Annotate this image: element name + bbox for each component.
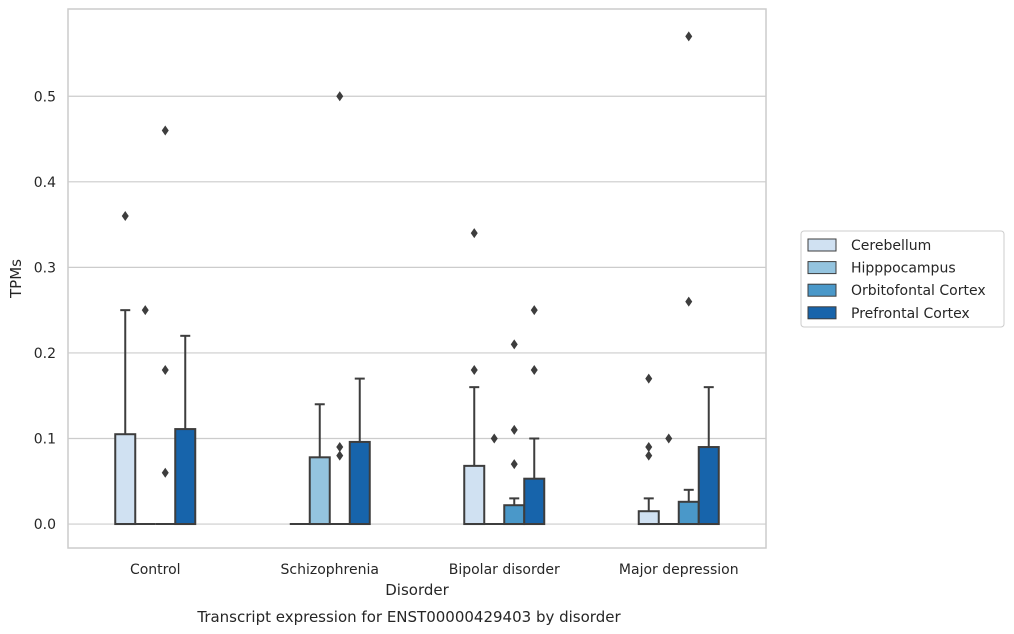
box-group xyxy=(677,31,700,526)
box-group xyxy=(503,339,526,526)
box xyxy=(503,504,526,526)
box-group xyxy=(329,91,350,526)
outlier-point xyxy=(336,450,344,461)
box-group xyxy=(174,334,197,526)
x-tick-label: Bipolar disorder xyxy=(449,562,560,578)
box xyxy=(637,510,660,526)
y-tick-label: 0.2 xyxy=(34,346,56,362)
outlier-point xyxy=(645,373,653,384)
y-tick-labels: 0.0 0.1 0.2 0.3 0.4 0.5 xyxy=(34,89,56,533)
outlier-point xyxy=(530,305,538,316)
box xyxy=(677,500,700,526)
outlier-point xyxy=(470,365,478,376)
box xyxy=(174,428,197,526)
x-tick-label: Major depression xyxy=(619,562,739,578)
box-group xyxy=(114,211,137,526)
legend-swatch xyxy=(807,283,837,297)
outlier-point xyxy=(510,459,518,470)
y-tick-label: 0.4 xyxy=(34,175,56,191)
box xyxy=(463,464,486,526)
box xyxy=(348,440,371,526)
box-group xyxy=(135,305,156,526)
chart-title: Transcript expression for ENST0000042940… xyxy=(196,608,621,626)
box-group xyxy=(308,403,331,526)
plot-frame xyxy=(67,8,767,549)
x-tick-labels: Control Schizophrenia Bipolar disorder Majo… xyxy=(130,562,739,578)
outlier-point xyxy=(645,450,653,461)
outlier-point xyxy=(161,365,169,376)
x-tick-label: Schizophrenia xyxy=(281,562,379,578)
y-tick-label: 0.0 xyxy=(34,517,56,533)
legend-label: Cerebellum xyxy=(851,238,931,254)
box-group xyxy=(637,373,660,526)
outlier-point xyxy=(490,433,498,444)
legend-swatch xyxy=(807,306,837,320)
x-tick-label: Control xyxy=(130,562,181,578)
legend-label: Prefrontal Cortex xyxy=(851,306,970,322)
y-tick-label: 0.5 xyxy=(34,89,56,105)
box-group xyxy=(658,433,679,526)
box xyxy=(114,433,137,526)
outlier-point xyxy=(510,339,518,350)
y-tick-label: 0.1 xyxy=(34,431,56,447)
box-group xyxy=(155,125,176,526)
outlier-point xyxy=(530,365,538,376)
box-group xyxy=(348,377,371,526)
legend-swatch xyxy=(807,238,837,252)
outlier-point xyxy=(336,91,344,102)
legend-swatch xyxy=(807,261,837,275)
outlier-point xyxy=(161,467,169,478)
box xyxy=(308,456,331,526)
box-group xyxy=(463,228,486,526)
outlier-point xyxy=(336,442,344,453)
outlier-point xyxy=(685,296,693,307)
x-axis-label: Disorder xyxy=(385,581,449,599)
outlier-point xyxy=(161,125,169,136)
legend[interactable]: Cerebellum Hipppocampus Orbitofontal Corte… xyxy=(800,230,1005,328)
box xyxy=(523,477,546,526)
legend-label: Hipppocampus xyxy=(851,261,956,277)
legend-frame xyxy=(800,230,1005,328)
outlier-point xyxy=(141,305,149,316)
outlier-point xyxy=(685,31,693,42)
box-group xyxy=(697,386,720,526)
outlier-point xyxy=(645,442,653,453)
outlier-point xyxy=(121,211,129,222)
legend-label: Orbitofontal Cortex xyxy=(851,283,986,299)
box xyxy=(697,446,720,526)
box-group xyxy=(484,433,505,526)
outlier-point xyxy=(665,433,673,444)
box-layer xyxy=(114,31,720,526)
y-tick-label: 0.3 xyxy=(34,260,56,276)
outlier-point xyxy=(470,228,478,239)
y-axis-label: TPMs xyxy=(7,259,25,299)
grid-layer xyxy=(68,95,766,525)
box-group xyxy=(523,305,546,526)
outlier-point xyxy=(510,424,518,435)
